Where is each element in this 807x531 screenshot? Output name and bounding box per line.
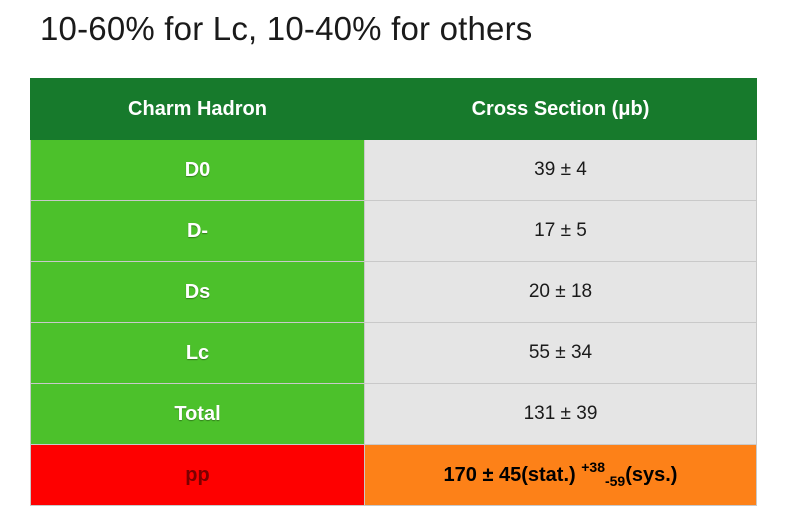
table-row: D0 39 ± 4 bbox=[30, 139, 757, 201]
page-title: 10-60% for Lc, 10-40% for others bbox=[40, 10, 533, 47]
column-header-hadron: Charm Hadron bbox=[30, 78, 365, 140]
hadron-cell: D- bbox=[30, 200, 365, 262]
table-row: D- 17 ± 5 bbox=[30, 200, 757, 262]
hadron-cell: Ds bbox=[30, 261, 365, 323]
cross-section-cell-total: 131 ± 39 bbox=[364, 383, 757, 445]
table-row: Lc 55 ± 34 bbox=[30, 322, 757, 384]
pp-label-cell: pp bbox=[30, 444, 365, 506]
hadron-cell: Lc bbox=[30, 322, 365, 384]
table-row-pp: pp 170 ± 45(stat.) +38-59(sys.) bbox=[30, 444, 757, 506]
table-header-row: Charm Hadron Cross Section (μb) bbox=[30, 78, 757, 140]
pp-value-main: 170 ± 45(stat.) bbox=[443, 463, 582, 486]
cross-section-cell: 17 ± 5 bbox=[364, 200, 757, 262]
column-header-cross-section: Cross Section (μb) bbox=[364, 78, 757, 140]
cross-section-cell: 55 ± 34 bbox=[364, 322, 757, 384]
table-row: Ds 20 ± 18 bbox=[30, 261, 757, 323]
cross-section-table: Charm Hadron Cross Section (μb) D0 39 ± … bbox=[30, 78, 757, 506]
table-row-total: Total 131 ± 39 bbox=[30, 383, 757, 445]
hadron-cell-total: Total bbox=[30, 383, 365, 445]
pp-sys-plus: +38 bbox=[581, 458, 605, 475]
cross-section-cell: 39 ± 4 bbox=[364, 139, 757, 201]
hadron-cell: D0 bbox=[30, 139, 365, 201]
pp-cross-section-cell: 170 ± 45(stat.) +38-59(sys.) bbox=[364, 444, 757, 506]
cross-section-cell: 20 ± 18 bbox=[364, 261, 757, 323]
pp-sys-suffix: (sys.) bbox=[625, 463, 678, 486]
pp-sys-minus: -59 bbox=[604, 472, 626, 489]
